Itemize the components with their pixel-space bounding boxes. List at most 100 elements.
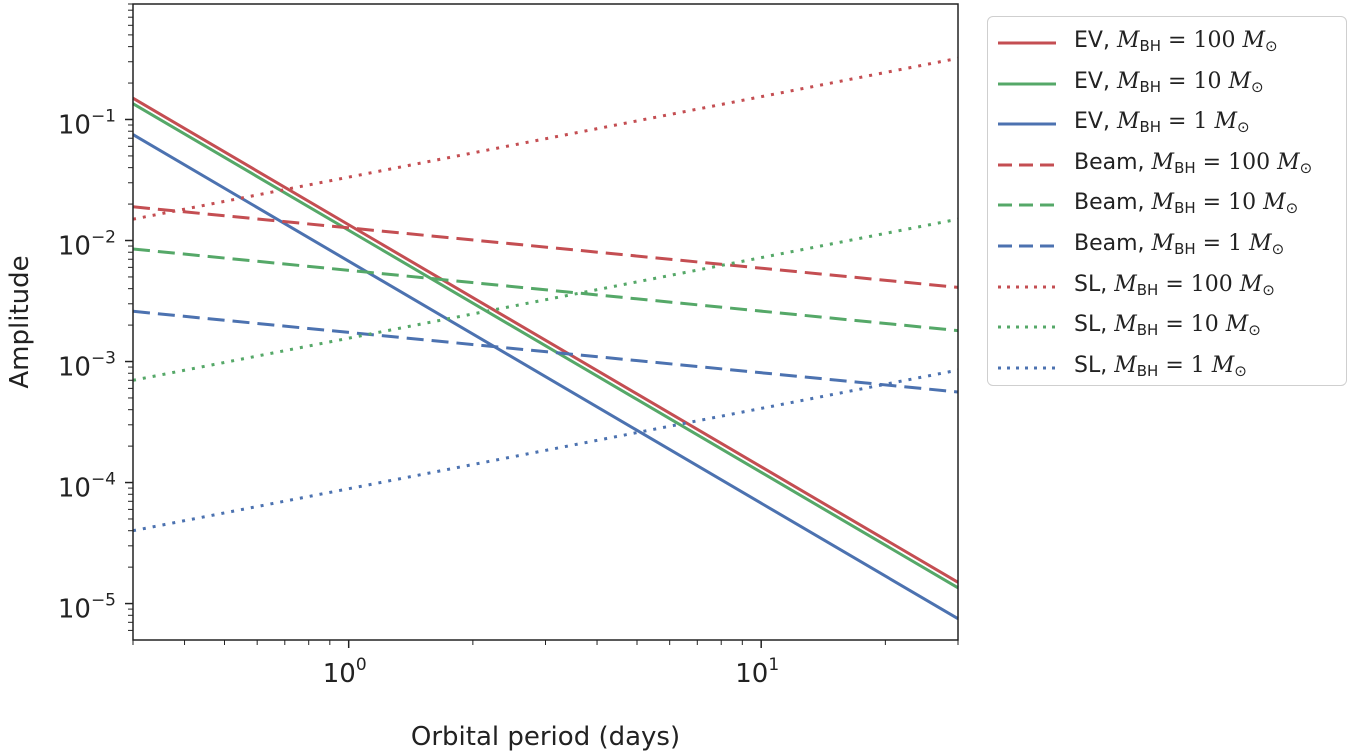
- y-tick-label: 10−3: [58, 349, 116, 383]
- y-tick-label-exp: −1: [91, 106, 116, 126]
- y-tick-label-base: 10: [58, 595, 91, 625]
- x-tick-label-base: 10: [323, 659, 356, 689]
- legend-swatch: [998, 285, 1056, 289]
- y-tick-label-exp: −2: [91, 228, 116, 248]
- legend-entry: EV, MBH = 1 M⊙: [988, 104, 1346, 144]
- legend-label-prefix: Beam,: [1074, 190, 1152, 216]
- legend-entry: Beam, MBH = 10 M⊙: [988, 185, 1346, 225]
- legend-label-prefix: EV,: [1074, 68, 1117, 94]
- legend-entry: SL, MBH = 100 M⊙: [988, 267, 1346, 307]
- legend-swatch: [998, 203, 1056, 207]
- plot-frame: [132, 3, 959, 641]
- legend-label: SL, MBH = 1 M⊙: [1074, 353, 1247, 380]
- legend-label-prefix: EV,: [1074, 109, 1117, 135]
- legend-entry: Beam, MBH = 100 M⊙: [988, 145, 1346, 185]
- legend-label: Beam, MBH = 1 M⊙: [1074, 231, 1284, 258]
- y-tick-label-base: 10: [58, 110, 91, 140]
- x-tick-label-exp: 0: [356, 655, 367, 675]
- series-line-beam-10: [132, 247, 959, 333]
- legend-swatch: [998, 366, 1056, 370]
- legend-label-mass: 1: [1193, 109, 1208, 135]
- solar-mass-symbol: M⊙: [1232, 271, 1275, 299]
- x-tick-label: 100: [323, 655, 367, 689]
- series-line-sl-10: [132, 217, 959, 382]
- x-axis-label: Orbital period (days): [411, 722, 680, 752]
- legend-label-mass: 1: [1228, 231, 1243, 256]
- legend-entry: EV, MBH = 100 M⊙: [988, 23, 1346, 63]
- legend-swatch: [998, 163, 1056, 167]
- legend: EV, MBH = 100 M⊙ EV, MBH = 10 M⊙ EV, MBH =…: [987, 16, 1347, 386]
- legend-entry: EV, MBH = 10 M⊙: [988, 64, 1346, 104]
- legend-label-prefix: SL,: [1074, 352, 1115, 378]
- solar-mass-symbol: M⊙: [1221, 68, 1264, 96]
- series-line-beam-100: [132, 205, 959, 289]
- legend-label: SL, MBH = 100 M⊙: [1074, 272, 1275, 299]
- y-tick-label-exp: −4: [91, 470, 116, 490]
- legend-label-math: MBH = 100 M⊙: [1116, 28, 1278, 55]
- legend-swatch: [998, 325, 1056, 329]
- x-tick-label-base: 10: [735, 659, 768, 689]
- legend-label-mass: 10: [1190, 312, 1219, 338]
- y-tick-label: 10−1: [58, 106, 116, 140]
- legend-label: EV, MBH = 100 M⊙: [1074, 28, 1278, 55]
- legend-label-prefix: Beam,: [1074, 149, 1152, 175]
- legend-swatch: [998, 122, 1056, 126]
- legend-label-mass: 100: [1228, 149, 1271, 175]
- legend-label-prefix: SL,: [1074, 271, 1115, 297]
- legend-label: EV, MBH = 1 M⊙: [1074, 109, 1250, 136]
- legend-label-mass: 10: [1228, 190, 1257, 216]
- solar-mass-symbol: M⊙: [1218, 312, 1261, 340]
- legend-swatch: [998, 41, 1056, 45]
- series-layer: [132, 56, 959, 620]
- y-tick-label-base: 10: [58, 474, 91, 504]
- legend-entry: SL, MBH = 10 M⊙: [988, 307, 1346, 347]
- legend-label-math: MBH = 10 M⊙: [1116, 68, 1264, 96]
- legend-label-prefix: SL,: [1074, 312, 1115, 338]
- legend-label-math: MBH = 100 M⊙: [1114, 271, 1275, 299]
- legend-label-mass: 10: [1193, 68, 1222, 94]
- legend-label-math: MBH = 10 M⊙: [1114, 312, 1261, 340]
- legend-label-mass: 1: [1190, 352, 1205, 378]
- legend-label-mass: 100: [1190, 271, 1233, 297]
- solar-mass-symbol: M⊙: [1207, 109, 1250, 137]
- legend-label-math: MBH = 1 M⊙: [1116, 109, 1250, 137]
- series-line-ev-10: [132, 102, 959, 590]
- y-tick-label: 10−4: [58, 470, 116, 504]
- x-tick-label-exp: 1: [768, 655, 779, 675]
- solar-mass-symbol: M⊙: [1256, 190, 1299, 218]
- y-tick-label-exp: −3: [91, 349, 116, 369]
- legend-label-prefix: Beam,: [1074, 231, 1152, 256]
- legend-entry: Beam, MBH = 1 M⊙: [988, 226, 1346, 266]
- solar-mass-symbol: M⊙: [1235, 28, 1278, 55]
- legend-label: Beam, MBH = 10 M⊙: [1074, 190, 1298, 217]
- legend-swatch: [998, 244, 1056, 248]
- solar-mass-symbol: M⊙: [1242, 231, 1285, 258]
- y-tick-label-base: 10: [58, 232, 91, 262]
- solar-mass-symbol: M⊙: [1204, 352, 1247, 380]
- series-line-ev-1: [132, 133, 959, 620]
- y-tick-label-exp: −5: [91, 591, 116, 611]
- y-axis-label: Amplitude: [5, 255, 35, 388]
- legend-label: Beam, MBH = 100 M⊙: [1074, 150, 1312, 177]
- legend-label: SL, MBH = 10 M⊙: [1074, 312, 1261, 339]
- legend-label-math: MBH = 1 M⊙: [1114, 352, 1247, 380]
- y-tick-label-base: 10: [58, 353, 91, 383]
- y-tick-label: 10−2: [58, 228, 116, 262]
- legend-swatch: [998, 82, 1056, 86]
- legend-label-math: MBH = 1 M⊙: [1151, 231, 1285, 258]
- legend-label: EV, MBH = 10 M⊙: [1074, 69, 1264, 96]
- series-line-ev-100: [132, 96, 959, 584]
- legend-label-mass: 100: [1193, 28, 1236, 53]
- legend-entry: SL, MBH = 1 M⊙: [988, 348, 1346, 388]
- series-line-sl-1: [132, 368, 959, 533]
- legend-label-prefix: EV,: [1074, 28, 1117, 53]
- solar-mass-symbol: M⊙: [1270, 149, 1313, 177]
- series-line-beam-1: [132, 309, 959, 394]
- y-tick-label: 10−5: [58, 591, 116, 625]
- series-line-sl-100: [132, 56, 959, 221]
- legend-label-math: MBH = 100 M⊙: [1151, 149, 1313, 177]
- x-tick-label: 101: [735, 655, 779, 689]
- legend-label-math: MBH = 10 M⊙: [1151, 190, 1299, 218]
